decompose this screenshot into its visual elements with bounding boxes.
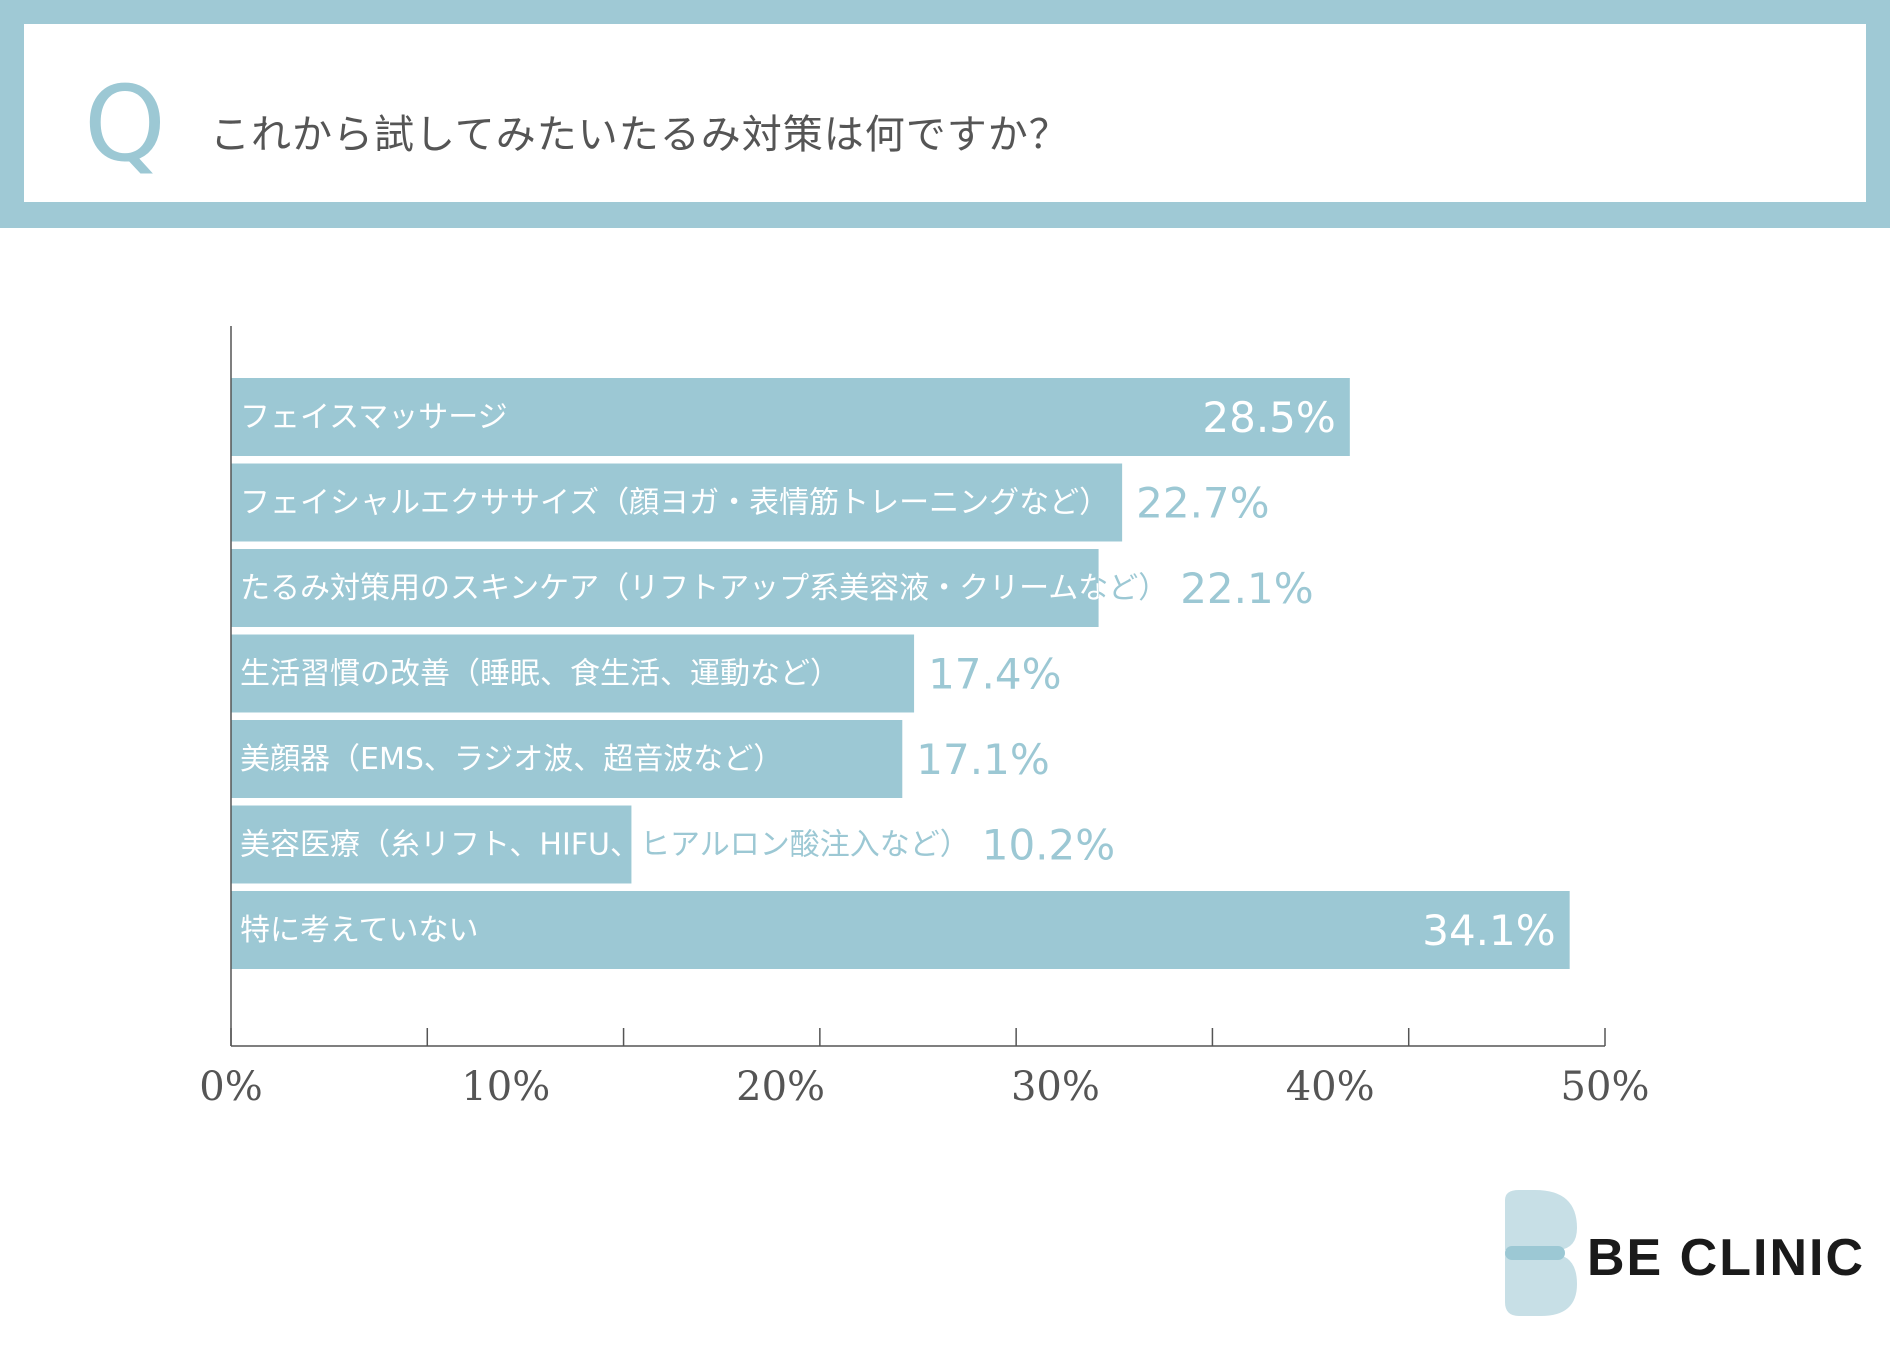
value-label: 22.1% bbox=[1180, 564, 1313, 613]
category-label: フェイシャルエクササイズ（顔ヨガ・表情筋トレーニングなど） bbox=[240, 486, 1109, 521]
bars-layer: フェイスマッサージフェイスマッサージ28.5%フェイシャルエクササイズ（顔ヨガ・… bbox=[231, 378, 1570, 969]
question-banner: Q これから試してみたいたるみ対策は何ですか？ bbox=[0, 0, 1890, 228]
bar bbox=[231, 463, 1123, 542]
category-label: たるみ対策用のスキンケア（リフトアップ系美容液・クリームなど） bbox=[240, 571, 1168, 606]
value-label: 10.2% bbox=[982, 821, 1115, 870]
category-label-overflow: 美容医療（糸リフト、HIFU、ヒアルロン酸注入など） bbox=[240, 828, 970, 863]
brand-logo: BE CLINIC bbox=[1495, 1188, 1875, 1318]
x-tick-label: 40% bbox=[1286, 1064, 1375, 1110]
category-label: 美容医療（糸リフト、HIFU、ヒアルロン酸注入など） bbox=[240, 828, 970, 863]
bar-chart: フェイスマッサージフェイスマッサージ28.5%フェイシャルエクササイズ（顔ヨガ・… bbox=[199, 326, 1649, 1110]
x-tick-label: 0% bbox=[199, 1064, 262, 1110]
axis-layer: 0% 10% 20% 30% 40% 50% bbox=[199, 326, 1649, 1110]
value-label: 22.7% bbox=[1136, 479, 1269, 528]
category-label: 生活習慣の改善（睡眠、食生活、運動など） bbox=[240, 657, 840, 692]
logo-text: BE CLINIC bbox=[1587, 1229, 1865, 1287]
bar bbox=[231, 634, 915, 713]
value-label: 28.5% bbox=[1202, 393, 1335, 442]
category-label: 美顔器（EMS、ラジオ波、超音波など） bbox=[240, 742, 783, 777]
value-label: 17.1% bbox=[916, 735, 1049, 784]
category-label-overflow: たるみ対策用のスキンケア（リフトアップ系美容液・クリームなど） bbox=[240, 571, 1168, 606]
question-text: これから試してみたいたるみ対策は何ですか？ bbox=[210, 112, 1070, 158]
x-tick-label: 50% bbox=[1561, 1064, 1650, 1110]
bar bbox=[231, 891, 1570, 969]
question-banner-inner: Q これから試してみたいたるみ対策は何ですか？ bbox=[24, 24, 1866, 202]
value-label: 34.1% bbox=[1422, 906, 1555, 955]
be-clinic-logo-icon bbox=[1505, 1190, 1577, 1316]
x-tick-label: 10% bbox=[461, 1064, 550, 1110]
bar bbox=[231, 378, 1350, 456]
bar bbox=[231, 549, 1099, 627]
value-label: 17.4% bbox=[928, 650, 1061, 699]
bar bbox=[231, 805, 632, 884]
x-tick-label: 30% bbox=[1011, 1064, 1100, 1110]
category-label: フェイスマッサージ bbox=[240, 400, 508, 435]
question-mark-letter: Q bbox=[84, 63, 166, 185]
x-tick-label: 20% bbox=[736, 1064, 825, 1110]
bar bbox=[231, 720, 903, 798]
category-label: 特に考えていない bbox=[240, 913, 479, 948]
